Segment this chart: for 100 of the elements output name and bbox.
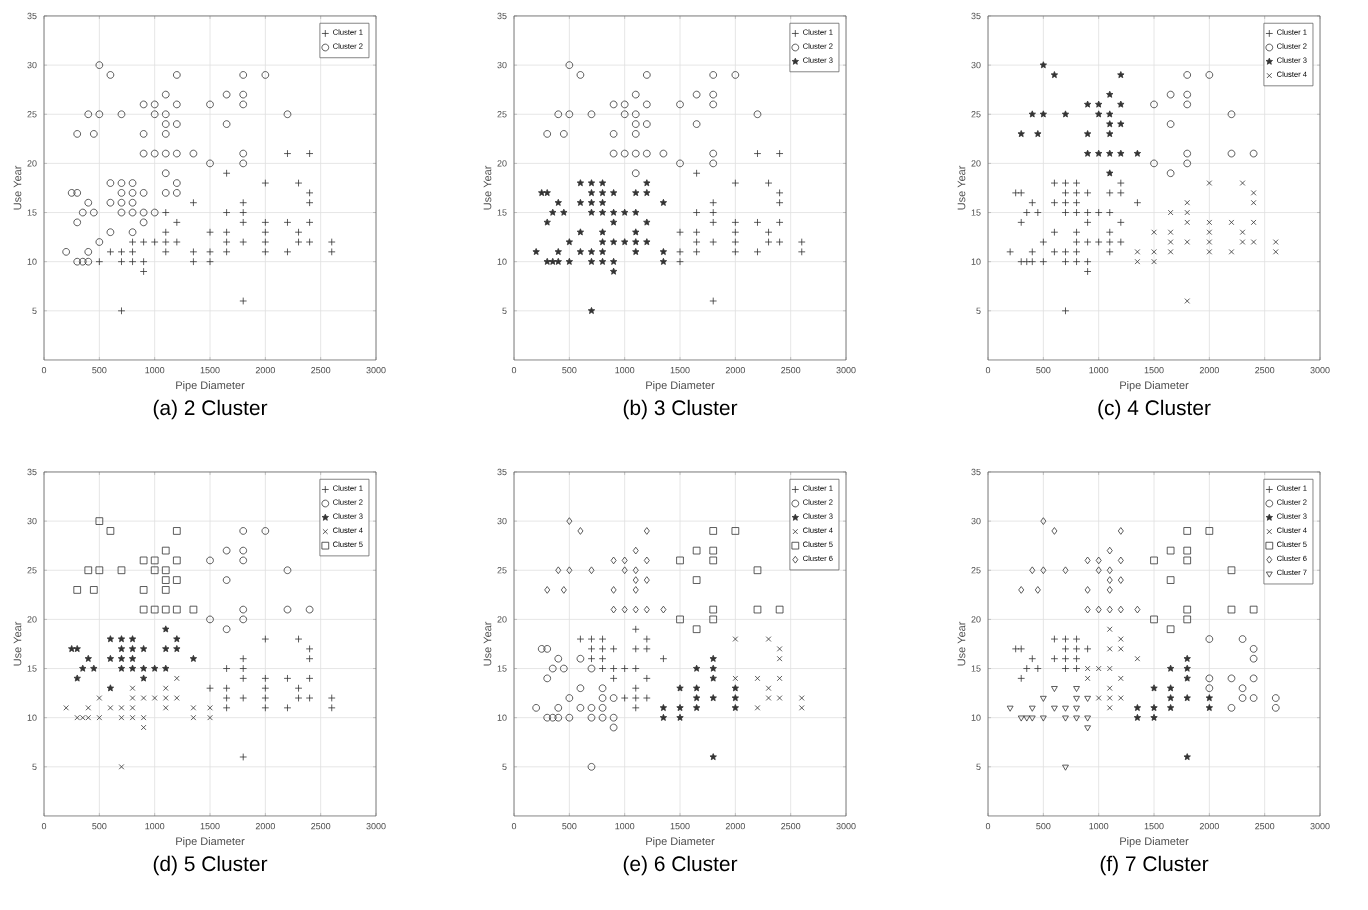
point (95, 517, 104, 525)
point (1062, 705, 1069, 712)
point (189, 654, 198, 662)
point (643, 100, 651, 109)
point (1150, 100, 1158, 109)
point (1227, 110, 1236, 119)
point (598, 257, 607, 265)
point (554, 110, 563, 119)
point (1250, 219, 1257, 226)
point (189, 605, 198, 614)
point (222, 576, 231, 584)
point (85, 714, 92, 721)
point (1034, 130, 1042, 138)
point (643, 238, 651, 246)
point (1106, 110, 1114, 118)
point (1117, 100, 1125, 108)
point (96, 695, 103, 701)
point (1227, 566, 1236, 575)
point (631, 120, 640, 128)
point (754, 675, 761, 682)
point (732, 636, 739, 642)
point (1183, 615, 1192, 624)
point (565, 61, 574, 69)
point (1183, 654, 1191, 662)
point (631, 169, 640, 178)
point (1272, 239, 1279, 245)
point (532, 704, 540, 712)
point (576, 71, 585, 79)
point (1095, 100, 1103, 108)
point (1106, 626, 1113, 633)
point (239, 615, 248, 624)
point (118, 764, 125, 770)
point (73, 586, 82, 594)
point (1017, 130, 1025, 138)
point (1206, 180, 1213, 186)
point (565, 694, 574, 702)
point (1183, 556, 1192, 565)
point (632, 228, 640, 236)
point (139, 605, 148, 614)
point (1183, 159, 1192, 168)
point (632, 208, 640, 216)
point (1183, 546, 1192, 555)
point (765, 685, 772, 691)
point (598, 704, 607, 712)
point (1083, 149, 1092, 157)
point (161, 576, 170, 584)
point (1134, 258, 1141, 265)
point (1151, 258, 1157, 265)
point (1271, 694, 1280, 702)
point (150, 566, 159, 575)
point (609, 713, 618, 722)
point (1205, 527, 1214, 535)
point (1167, 209, 1174, 216)
point (709, 753, 717, 761)
point (1183, 694, 1191, 702)
point (1184, 199, 1191, 206)
point (676, 556, 684, 565)
point (1249, 654, 1258, 663)
point (609, 208, 618, 216)
point (1183, 71, 1192, 79)
point (1183, 674, 1191, 682)
point (128, 645, 137, 653)
point (107, 705, 114, 711)
point (598, 228, 607, 236)
point (239, 546, 248, 555)
point (222, 546, 231, 555)
point (1106, 169, 1114, 177)
point (538, 189, 546, 197)
point (1228, 219, 1235, 226)
point (587, 208, 596, 216)
point (731, 694, 739, 702)
point (1084, 675, 1091, 682)
point (765, 695, 772, 701)
point (1183, 753, 1191, 761)
point (587, 704, 596, 712)
point (151, 695, 158, 701)
point (1166, 625, 1175, 634)
point (554, 198, 562, 206)
point (548, 664, 557, 673)
point (117, 566, 126, 575)
point (598, 208, 607, 216)
point (206, 556, 214, 565)
point (643, 120, 651, 128)
point (1227, 674, 1236, 683)
point (554, 257, 562, 265)
point (1118, 646, 1124, 652)
point (162, 705, 169, 711)
point (1095, 665, 1102, 672)
point (1228, 249, 1235, 255)
point (709, 674, 717, 682)
point (587, 198, 596, 206)
point (1205, 694, 1213, 702)
point (1150, 713, 1158, 721)
point (1227, 149, 1236, 158)
point (161, 546, 170, 555)
point (576, 228, 585, 236)
point (776, 695, 783, 701)
point (765, 636, 772, 642)
point (1227, 704, 1236, 712)
point (162, 625, 170, 633)
